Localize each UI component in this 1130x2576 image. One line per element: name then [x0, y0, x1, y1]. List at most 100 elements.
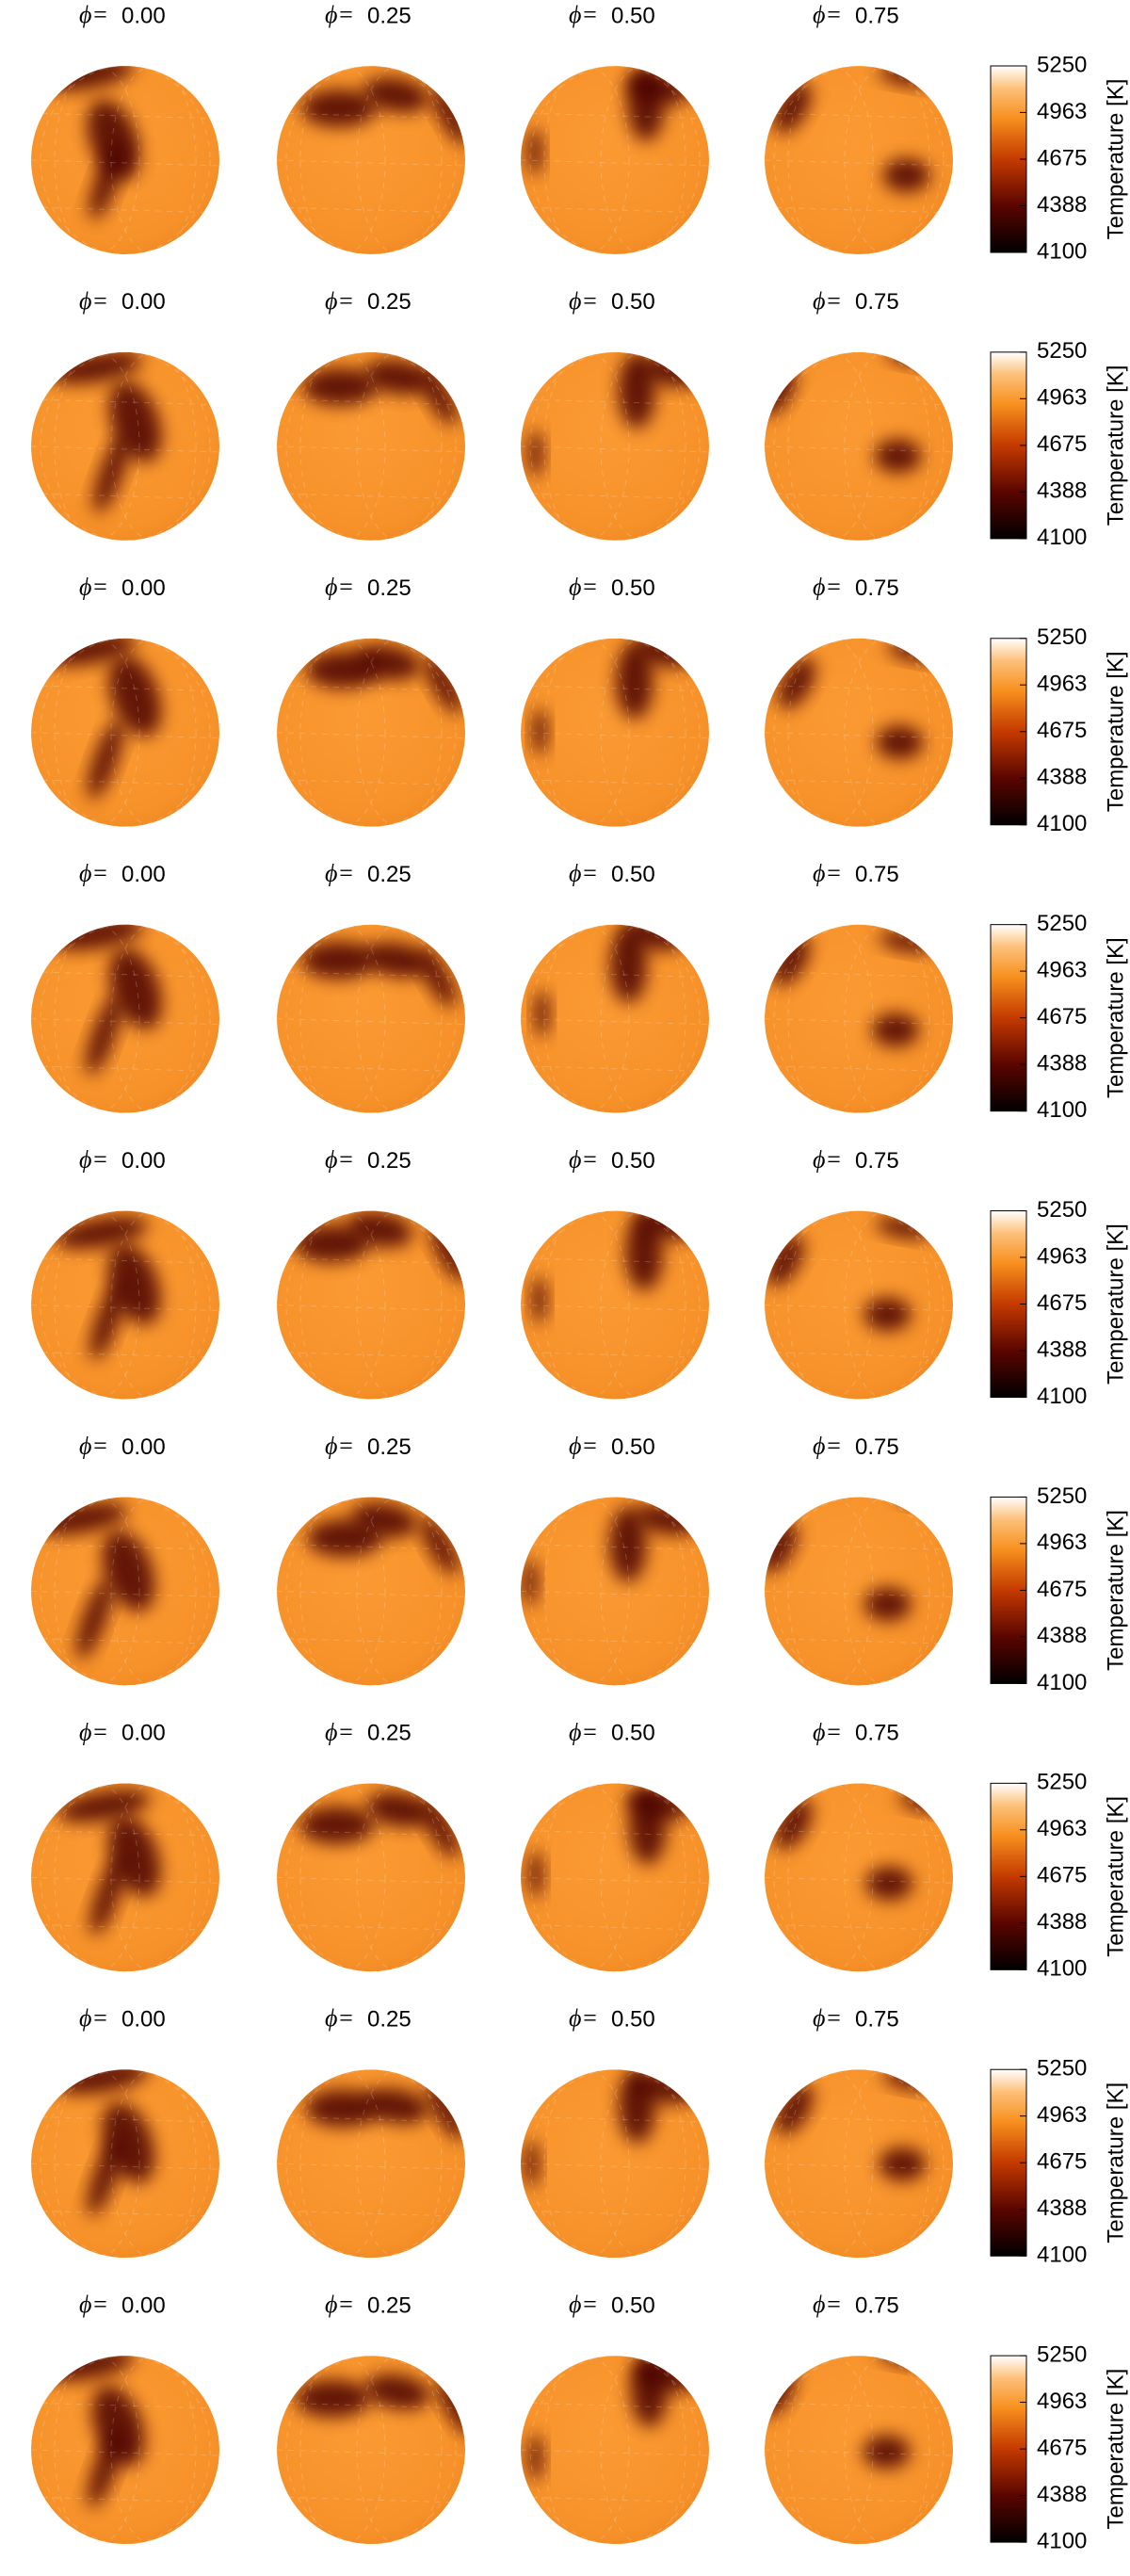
colorbar-tick-label: 4388	[1037, 478, 1087, 504]
star-disc	[765, 924, 953, 1113]
cool-spot	[299, 1806, 375, 1844]
grid-meridian	[844, 1497, 930, 1686]
grid-meridian	[110, 638, 197, 827]
grid-parallel	[765, 398, 953, 406]
grid-meridian	[285, 1497, 457, 1686]
phase-value: 0.75	[855, 289, 899, 315]
phase-value: 0.50	[611, 1721, 655, 1746]
grid-meridian	[844, 2069, 930, 2259]
phase-value: 0.50	[611, 2292, 655, 2318]
star-surface	[31, 351, 219, 541]
colorbar-tick-label: 5250	[1037, 911, 1087, 936]
grid-parallel	[765, 112, 953, 120]
star-surface	[521, 924, 709, 1113]
phase-symbol: ϕ=	[569, 2291, 598, 2318]
star-map	[765, 351, 953, 541]
grid-parallel	[277, 493, 465, 500]
grid-meridian	[40, 1210, 211, 1400]
star-surface	[765, 638, 953, 827]
cool-spot	[293, 1224, 369, 1263]
star-surface	[521, 351, 709, 541]
cool-spot	[418, 365, 458, 425]
grid-meridian	[600, 351, 686, 541]
grid-meridian	[773, 1210, 944, 1400]
star-map	[31, 924, 219, 1113]
grid-parallel	[765, 1352, 953, 1359]
star-map	[277, 351, 465, 541]
grid-meridian	[844, 638, 930, 827]
grid-parallel	[31, 1018, 219, 1026]
cool-spot	[355, 644, 421, 681]
grid-meridian	[773, 924, 944, 1113]
grid-parallel	[277, 732, 465, 739]
colorbar-tick-label: 4100	[1037, 1956, 1087, 1982]
phase-value: 0.50	[611, 2007, 655, 2033]
phase-value: 0.00	[121, 862, 166, 887]
grid-meridian	[773, 1783, 944, 1972]
phase-value: 0.25	[367, 1434, 412, 1460]
grid-meridian	[787, 351, 874, 541]
grid-parallel	[765, 159, 953, 167]
grid-parallel	[521, 398, 709, 406]
grid-meridian	[356, 2069, 443, 2259]
phase-value: 0.75	[855, 575, 899, 601]
grid-parallel	[277, 2210, 465, 2217]
grid-parallel	[765, 732, 953, 739]
grid-meridian	[54, 351, 140, 541]
phase-symbol: ϕ=	[325, 860, 354, 887]
star-map	[277, 66, 465, 254]
grid-meridian	[299, 66, 386, 254]
grid-meridian	[54, 1783, 140, 1972]
grid-parallel	[277, 1590, 465, 1597]
grid-parallel	[31, 1876, 219, 1884]
colorbar-tick-label: 4100	[1037, 1097, 1087, 1123]
star-map	[765, 638, 953, 827]
colorbar-tick-label: 5250	[1037, 2341, 1087, 2367]
grid-meridian	[356, 1497, 443, 1686]
phase-symbol: ϕ=	[569, 1, 598, 28]
grid-meridian	[773, 66, 944, 254]
star-surface	[765, 1210, 953, 1400]
grid-meridian	[40, 1783, 211, 1972]
grid-meridian	[285, 1210, 457, 1400]
grid-meridian	[844, 1783, 930, 1972]
grid-parallel	[521, 1304, 709, 1312]
cool-spot	[89, 1855, 126, 1936]
phase-value: 0.25	[367, 1721, 412, 1746]
colorbar-tick-label: 4963	[1037, 957, 1087, 982]
grid-meridian	[600, 1783, 686, 1972]
phase-symbol: ϕ=	[79, 2004, 108, 2032]
star-map	[765, 2356, 953, 2545]
phase-symbol: ϕ=	[325, 2291, 354, 2318]
grid-meridian	[40, 66, 211, 254]
grid-parallel	[521, 2115, 709, 2123]
star-map	[277, 2356, 465, 2545]
grid-meridian	[529, 66, 701, 254]
star-disc	[765, 1497, 953, 1686]
cool-spot	[527, 429, 543, 478]
colorbar-tick-label: 4100	[1037, 525, 1087, 550]
star-surface	[277, 351, 465, 541]
colorbar-tick-label: 4675	[1037, 2435, 1087, 2460]
cool-spot	[300, 941, 377, 980]
cool-spot	[424, 655, 462, 714]
grid-parallel	[521, 1352, 709, 1359]
grid-meridian	[40, 1497, 211, 1686]
grid-meridian	[844, 2356, 930, 2545]
grid-meridian	[110, 2069, 197, 2259]
star-surface	[521, 1783, 709, 1972]
grid-meridian	[356, 924, 443, 1113]
grid-meridian	[787, 2356, 874, 2545]
star-map	[31, 638, 219, 827]
cool-spot	[532, 707, 548, 755]
cool-spot	[874, 439, 922, 474]
grid-parallel	[765, 971, 953, 979]
phase-symbol: ϕ=	[569, 860, 598, 887]
cool-spot	[363, 77, 428, 113]
grid-meridian	[54, 2069, 140, 2259]
phase-value: 0.25	[367, 862, 412, 887]
star-disc	[765, 1210, 953, 1400]
star-map	[277, 638, 465, 827]
star-disc	[765, 2069, 953, 2259]
star-surface	[277, 2356, 465, 2545]
